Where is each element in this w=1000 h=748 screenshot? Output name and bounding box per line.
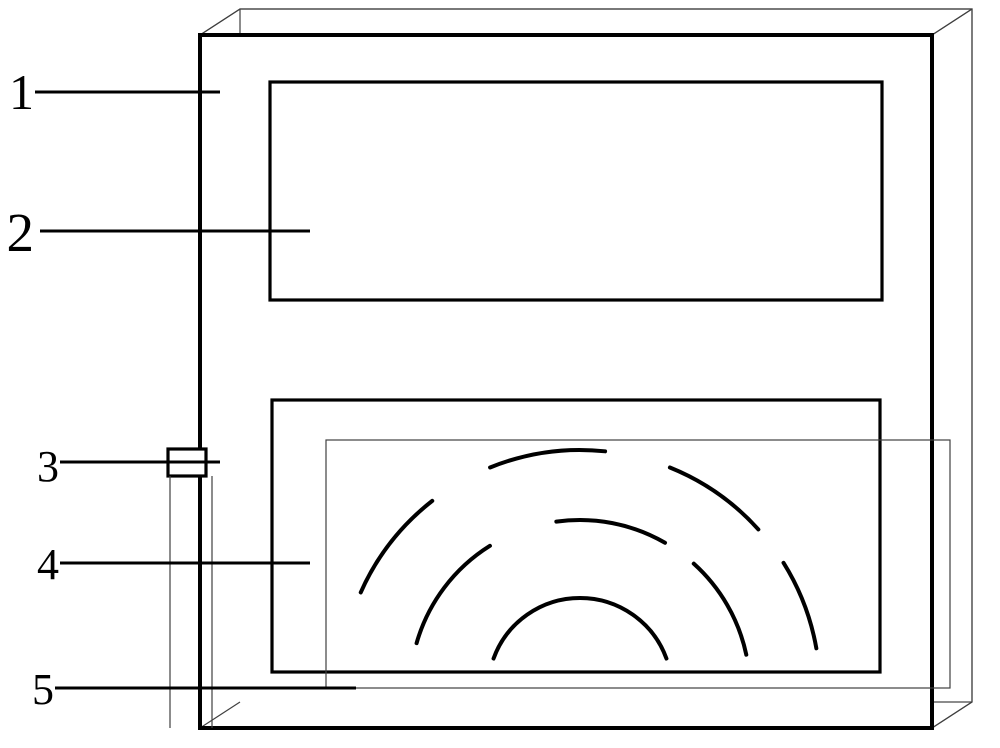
callout-number-1: 1: [0, 63, 34, 121]
callout-number-2: 2: [0, 201, 34, 264]
box-depth-edge-top: [200, 9, 240, 35]
box-front-face: [200, 35, 932, 728]
callout-number-3: 3: [25, 441, 59, 492]
callout-number-4: 4: [25, 539, 59, 590]
box-depth-edge-top: [932, 702, 972, 728]
diagram-stage: 1 2 3 4 5: [0, 0, 1000, 748]
callout-number-5: 5: [20, 664, 54, 715]
box-depth-edge-top: [932, 9, 972, 35]
diagram-svg: [0, 0, 1000, 748]
